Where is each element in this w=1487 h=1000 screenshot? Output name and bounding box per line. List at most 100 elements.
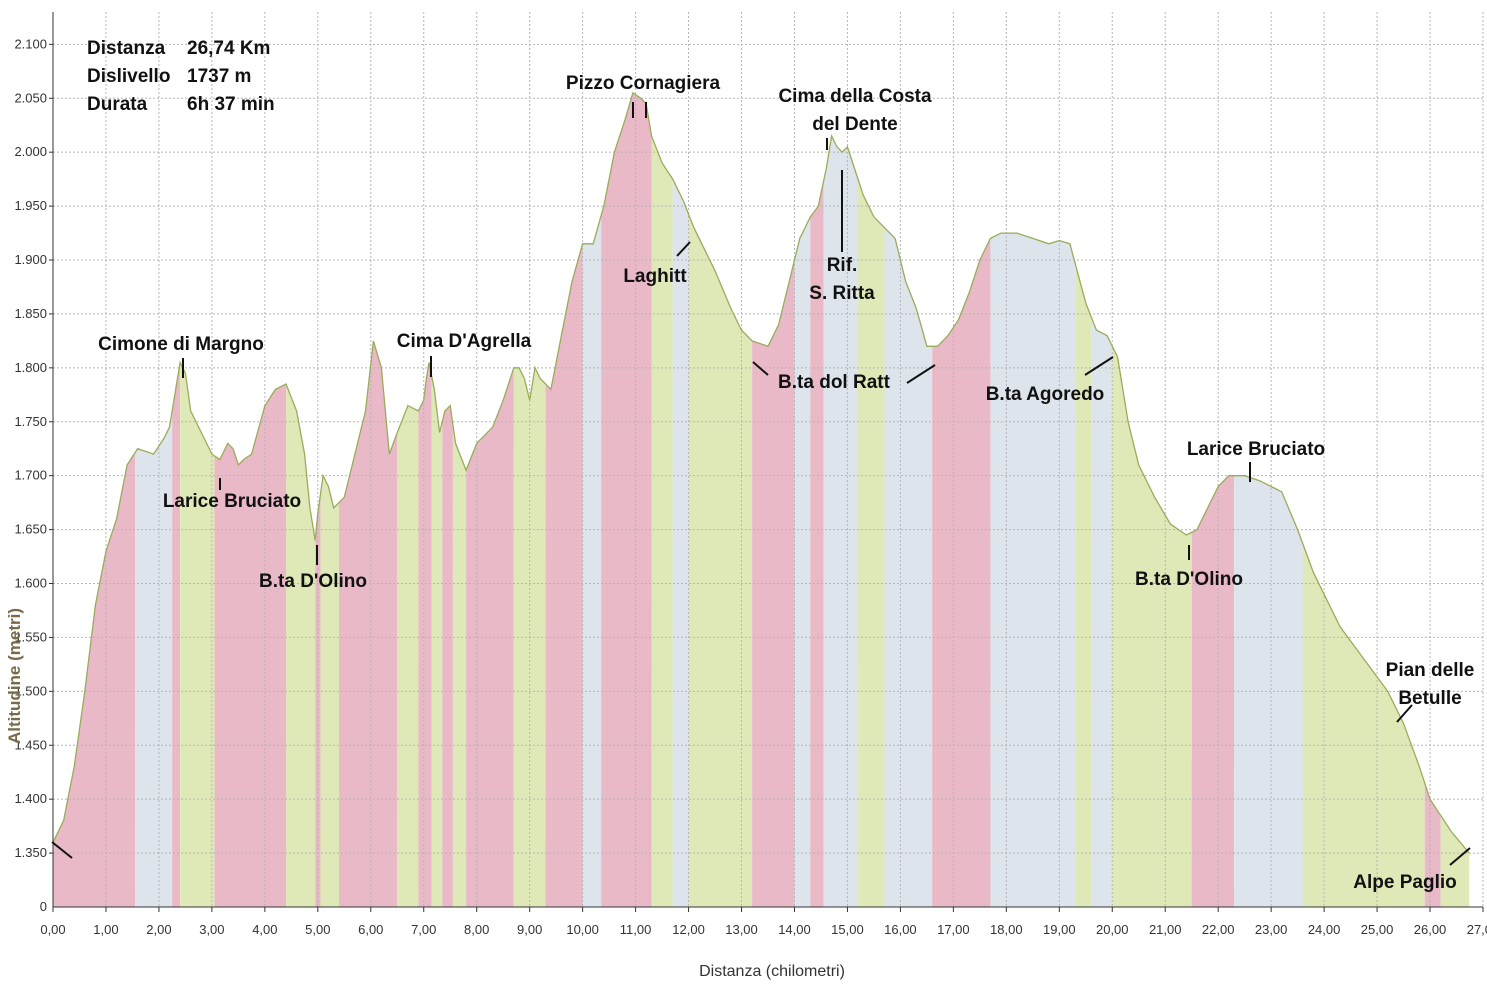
band-blue (884, 227, 933, 907)
band-pink (1424, 783, 1441, 907)
y-tick-label: 1.600 (14, 576, 47, 591)
y-tick-label: 1.650 (14, 522, 47, 537)
x-tick-label: 25,00 (1361, 922, 1394, 937)
annotation-label: Cima D'Agrella (397, 331, 532, 352)
slope-bands (53, 92, 1470, 908)
band-green (1075, 263, 1092, 908)
annotation-label: B.ta dol Ratt (778, 372, 891, 393)
band-blue (990, 233, 1076, 908)
x-tick-label: 26,00 (1414, 922, 1447, 937)
annotation-label: Cima della Costa (778, 86, 932, 107)
band-blue (135, 411, 173, 907)
annotation-tick (906, 364, 936, 384)
band-blue (794, 216, 811, 907)
band-green (651, 136, 673, 907)
annotation-label: Larice Bruciato (1187, 439, 1325, 460)
y-tick-label: 2.100 (14, 36, 47, 51)
annotation-label: Laghitt (623, 266, 687, 287)
x-tick-label: 2,00 (146, 922, 171, 937)
annotation-tick (1396, 704, 1413, 723)
y-tick-label-min: 0 (40, 899, 47, 914)
annotation-label: del Dente (812, 114, 898, 135)
band-pink (172, 362, 181, 907)
band-pink (442, 405, 453, 907)
y-tick-label: 1.850 (14, 306, 47, 321)
annotation-label: B.ta D'Olino (1135, 569, 1243, 590)
annotation-tick (752, 361, 769, 376)
y-tick-label: 1.900 (14, 252, 47, 267)
x-tick-label: 12,00 (672, 922, 705, 937)
x-tick-label: 13,00 (725, 922, 758, 937)
band-green (286, 384, 316, 907)
y-tick-label: 1.350 (14, 845, 47, 860)
annotation-label: Betulle (1398, 688, 1461, 709)
x-tick-label: 24,00 (1308, 922, 1341, 937)
x-tick-label: 1,00 (93, 922, 118, 937)
y-tick-label: 1.450 (14, 737, 47, 752)
y-tick-label: 1.700 (14, 468, 47, 483)
band-green (180, 362, 215, 907)
band-blue (1234, 475, 1303, 907)
band-pink (810, 180, 824, 907)
x-tick-label: 5,00 (305, 922, 330, 937)
band-blue (823, 136, 859, 907)
annotation-label: Pizzo Cornagiera (566, 73, 721, 94)
axes (49, 12, 1484, 912)
x-tick-labels: 0,00 1,00 2,00 3,00 4,00 5,00 6,00 7,00 8,00 9,00… (40, 922, 1487, 937)
band-green (688, 214, 753, 907)
info-value: 6h 37 min (187, 94, 275, 115)
info-value: 1737 m (187, 66, 251, 87)
y-axis-title: Altitudine (metri) (5, 608, 24, 744)
y-tick-labels: 0 1.350 1.400 1.450 1.500 1.550 1.600 1.650 1.70… (14, 36, 47, 914)
band-pink (418, 362, 432, 907)
y-tick-label: 1.800 (14, 360, 47, 375)
band-blue (1091, 316, 1113, 908)
x-tick-label: 27,00 (1467, 922, 1487, 937)
x-tick-label: 4,00 (252, 922, 277, 937)
annotation-label: B.ta D'Olino (259, 571, 367, 592)
y-tick-label: 2.000 (14, 144, 47, 159)
band-pink (545, 243, 583, 908)
y-tick-label: 1.750 (14, 414, 47, 429)
band-green (1112, 346, 1192, 907)
profile-line (52, 91, 1470, 854)
info-label: Distanza (87, 38, 166, 59)
band-blue (582, 215, 602, 907)
info-value: 26,74 Km (187, 38, 270, 59)
x-tick-label: 14,00 (778, 922, 811, 937)
annotation-label: Larice Bruciato (163, 491, 301, 512)
band-pink (214, 384, 287, 907)
annotation-label: B.ta Agoredo (986, 384, 1105, 405)
x-tick-label: 17,00 (937, 922, 970, 937)
x-tick-label: 20,00 (1096, 922, 1129, 937)
band-blue (672, 179, 689, 908)
x-tick-label: 9,00 (517, 922, 542, 937)
annotation-tick (51, 841, 73, 859)
band-green (397, 405, 419, 907)
info-label: Dislivello (87, 66, 170, 87)
band-pink (601, 92, 652, 907)
x-tick-label: 19,00 (1043, 922, 1076, 937)
annotation-label: Rif. (827, 255, 858, 276)
info-label: Durata (87, 94, 148, 115)
x-tick-label: 18,00 (990, 922, 1023, 937)
band-green (452, 424, 467, 907)
annotation-label: S. Ritta (809, 283, 875, 304)
y-tick-label: 1.500 (14, 683, 47, 698)
x-tick-label: 23,00 (1255, 922, 1288, 937)
x-tick-label: 3,00 (199, 922, 224, 937)
y-tick-label: 1.400 (14, 791, 47, 806)
y-tick-label: 2.050 (14, 90, 47, 105)
x-axis-title: Distanza (chilometri) (699, 963, 845, 980)
annotation-label: Pian delle (1386, 660, 1475, 681)
y-tick-label: 1.550 (14, 629, 47, 644)
annotation-tick (1084, 356, 1114, 376)
band-pink (339, 340, 398, 907)
gridlines (52, 12, 1484, 907)
x-tick-label: 7,00 (411, 922, 436, 937)
band-pink (932, 238, 991, 907)
annotation-tick (1449, 847, 1471, 866)
annotations: Cimone di Margno Larice Bruciato B.ta D'Ol… (51, 73, 1475, 893)
band-pink (53, 452, 136, 907)
